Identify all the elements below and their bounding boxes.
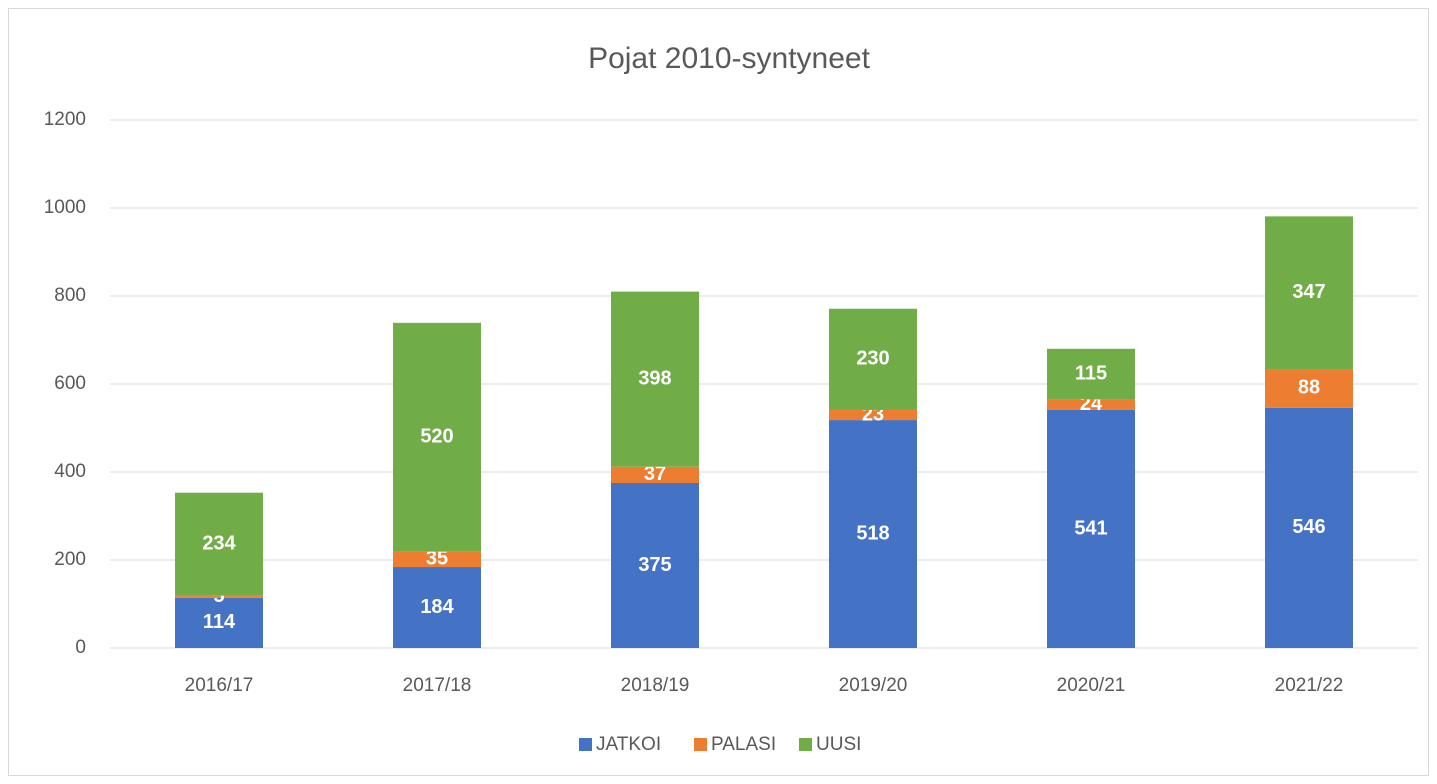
bar-segment — [1047, 348, 1135, 400]
y-tick-label: 400 — [54, 461, 86, 482]
legend-swatch — [694, 738, 707, 751]
x-tick-label: 2016/17 — [185, 675, 254, 696]
x-tick-label: 2018/19 — [621, 675, 690, 696]
bar-segment — [611, 483, 699, 648]
bar-segment — [1047, 409, 1135, 648]
x-tick-label: 2017/18 — [403, 675, 472, 696]
data-label: 541 — [1074, 517, 1107, 539]
data-label: 230 — [856, 348, 889, 370]
data-label: 375 — [638, 554, 671, 576]
bar-segment — [1265, 216, 1353, 370]
x-tick-label: 2020/21 — [1057, 675, 1126, 696]
data-label: 37 — [644, 463, 666, 485]
y-tick-label: 600 — [54, 373, 86, 394]
data-label: 347 — [1292, 281, 1325, 303]
bar-segment — [829, 409, 917, 421]
bar-segment — [829, 308, 917, 410]
bar-segment — [175, 492, 263, 596]
data-label: 115 — [1075, 362, 1107, 384]
bar-segment — [175, 595, 263, 598]
bar-segment — [393, 567, 481, 648]
data-label: 5 — [213, 585, 224, 607]
legend-label: UUSI — [816, 734, 861, 755]
y-tick-label: 0 — [75, 637, 86, 658]
bar-segment — [829, 420, 917, 648]
data-label: 88 — [1298, 377, 1320, 399]
data-label: 398 — [638, 367, 671, 389]
bar-segment — [1265, 407, 1353, 648]
x-tick-label: 2021/22 — [1275, 675, 1344, 696]
data-label: 520 — [420, 426, 453, 448]
chart-frame — [8, 8, 1429, 776]
y-tick-label: 1200 — [44, 109, 86, 130]
legend-swatch — [799, 738, 812, 751]
legend-label: PALASI — [711, 734, 776, 755]
legend-swatch — [579, 738, 592, 751]
y-tick-label: 200 — [54, 549, 86, 570]
bar-segment — [1265, 369, 1353, 408]
bar-segment — [175, 597, 263, 648]
data-label: 234 — [202, 532, 236, 554]
x-tick-label: 2019/20 — [839, 675, 908, 696]
data-label: 518 — [856, 522, 889, 544]
data-label: 114 — [203, 611, 236, 633]
y-tick-label: 800 — [54, 285, 86, 306]
bar-segment — [611, 291, 699, 467]
legend-label: JATKOI — [596, 734, 661, 755]
bar-segment — [1047, 399, 1135, 410]
data-label: 546 — [1292, 516, 1325, 538]
bar-segment — [611, 466, 699, 483]
y-tick-label: 1000 — [44, 197, 86, 218]
bar-segment — [393, 551, 481, 568]
chart-title: Pojat 2010-syntyneet — [588, 42, 871, 75]
bar-segment — [393, 322, 481, 552]
data-label: 184 — [420, 596, 454, 618]
data-label: 35 — [426, 548, 448, 570]
